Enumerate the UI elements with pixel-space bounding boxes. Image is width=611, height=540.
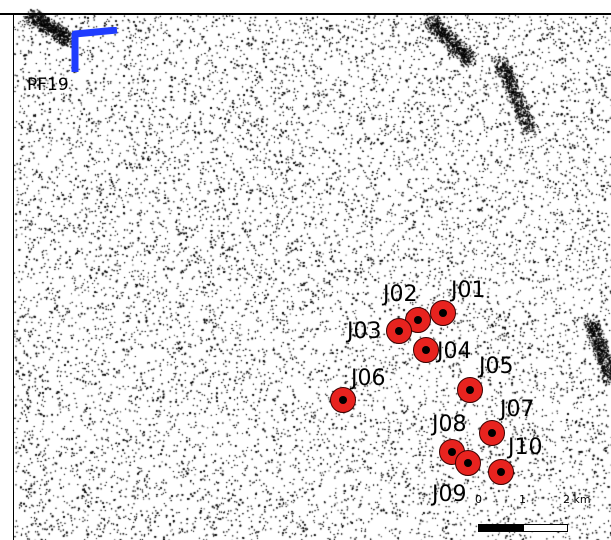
site-label-j04: J04 — [437, 339, 472, 364]
site-marker-j01[interactable] — [430, 300, 456, 326]
scale-bar — [478, 524, 568, 532]
site-marker-j09[interactable] — [455, 450, 481, 476]
site-marker-j10[interactable] — [488, 459, 514, 485]
site-marker-j04[interactable] — [413, 337, 439, 363]
site-label-j05: J05 — [479, 354, 514, 379]
pf19-label: PF19 — [27, 75, 69, 95]
site-label-j01: J01 — [451, 278, 486, 303]
site-marker-j07[interactable] — [479, 420, 505, 446]
scale-tick-2km: 2 km — [563, 493, 591, 506]
scale-bar-fill — [479, 525, 524, 531]
scale-tick-1: 1 — [519, 493, 526, 506]
pf19-corner-marker — [71, 27, 118, 72]
site-label-j03: J03 — [347, 319, 382, 344]
site-marker-j06[interactable] — [330, 387, 356, 413]
site-label-j08: J08 — [432, 412, 467, 437]
scale-tick-0: 0 — [475, 493, 482, 506]
site-label-j09: J09 — [432, 482, 467, 507]
map-frame-top — [0, 13, 611, 15]
site-marker-j03[interactable] — [386, 318, 412, 344]
site-marker-j05[interactable] — [457, 377, 483, 403]
map-frame-left — [13, 13, 14, 540]
site-label-j10: J10 — [508, 435, 543, 460]
site-label-j02: J02 — [383, 282, 418, 307]
site-label-j06: J06 — [351, 366, 386, 391]
site-label-j07: J07 — [500, 397, 535, 422]
